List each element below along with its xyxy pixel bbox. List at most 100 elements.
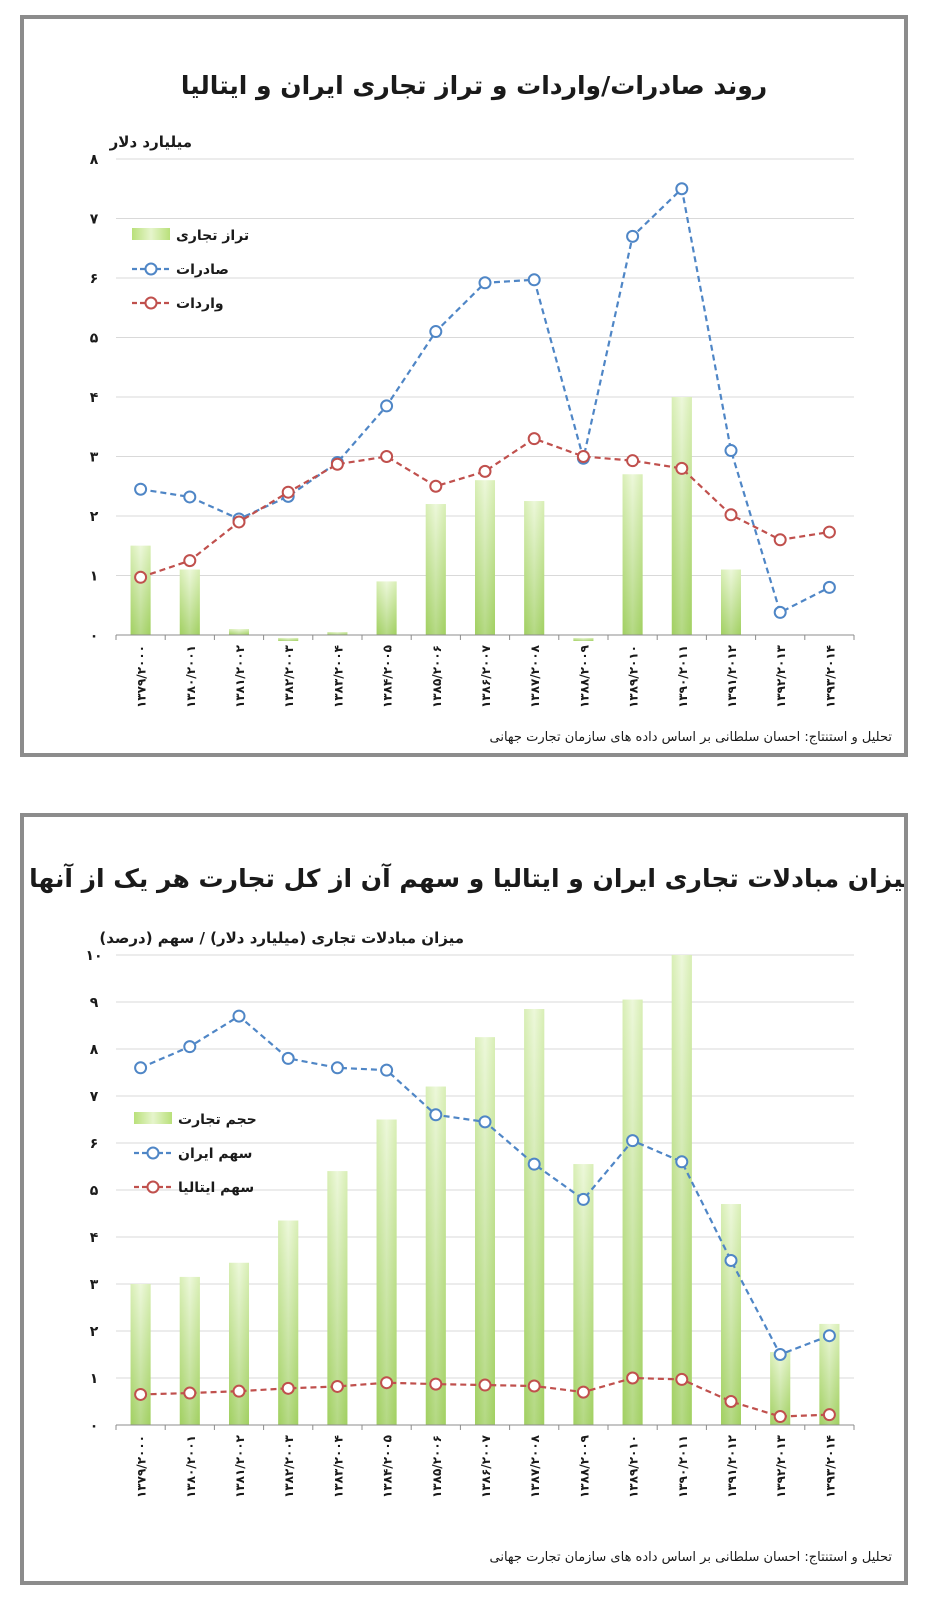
data-point [330,1379,344,1393]
bar [425,504,446,635]
bar [327,632,348,635]
y-tick-label: ۱ [90,569,99,585]
y-tick-label: ۶ [90,1136,99,1152]
data-point [330,457,344,471]
data-point [576,450,590,463]
legend-label: تراز تجاری [176,228,249,244]
data-point [183,490,197,504]
data-point [232,1009,246,1023]
x-tick-label: ۱۳۸۴/۲۰۰۵ [381,645,395,708]
bar [622,999,643,1425]
data-point [478,464,492,478]
bar [179,569,200,635]
y-axis-label: میزان مبادلات تجاری (میلیارد دلار) / سهم… [99,929,464,947]
data-point [232,515,246,529]
x-tick-label: ۱۳۸۳/۲۰۰۴ [331,645,345,708]
bar [819,1323,840,1425]
data-point [429,479,443,493]
bar [179,1276,200,1425]
balance-chart-svg: روند صادرات/واردات و تراز تجاری ایران و … [90,71,893,745]
x-tick-label: ۱۳۸۰/۲۰۰۱ [184,645,198,708]
bar [376,581,397,635]
bar [524,1009,545,1425]
data-point [675,182,689,196]
x-tick-label: ۱۳۸۹/۲۰۱۰ [627,645,641,708]
legend-label: سهم ایتالیا [178,1180,254,1196]
chart-panel-balance: روند صادرات/واردات و تراز تجاری ایران و … [20,15,908,757]
data-point [822,1329,836,1343]
data-point [380,1063,394,1077]
y-tick-label: ۱ [90,1371,99,1387]
bar [229,629,249,635]
x-tick-label: ۱۳۸۶/۲۰۰۷ [479,1434,493,1498]
y-tick-label: ۳ [90,1277,99,1293]
bar [425,1086,446,1425]
data-point [527,432,541,446]
x-tick-label: ۱۳۷۹/۲۰۰۰ [135,1435,149,1498]
x-tick-label: ۱۳۸۱/۲۰۰۲ [233,1434,247,1498]
data-point [281,1051,295,1065]
legend-swatch-bar [134,1112,172,1124]
data-point [183,1386,197,1400]
data-point [773,1410,787,1424]
legend-marker [144,296,158,310]
legend-swatch-bar [132,228,170,240]
data-point [478,276,492,290]
data-point [429,1377,443,1391]
bar [573,637,594,641]
x-tick-label: ۱۳۸۵/۲۰۰۶ [430,645,444,708]
x-tick-label: ۱۳۹۱/۲۰۱۲ [725,1434,739,1498]
x-tick-label: ۱۳۹۲/۲۰۱۳ [774,644,788,708]
data-point [576,1192,590,1206]
x-tick-label: ۱۳۸۳/۲۰۰۴ [331,1435,345,1498]
data-point [675,1372,689,1386]
y-axis-label: میلیارد دلار [109,133,192,151]
data-point [183,1040,197,1054]
x-tick-label: ۱۳۸۴/۲۰۰۵ [381,1435,395,1498]
x-tick-label: ۱۳۷۹/۲۰۰۰ [135,645,149,708]
y-tick-label: ۵ [90,331,99,347]
bar [327,1171,348,1425]
x-tick-label: ۱۳۸۲/۲۰۰۳ [282,644,296,708]
data-point [380,399,394,413]
bar [278,637,299,641]
legend-marker [146,1180,160,1194]
data-point [773,533,787,547]
x-tick-label: ۱۳۹۰/۲۰۱۱ [676,1435,690,1498]
x-tick-label: ۱۳۸۶/۲۰۰۷ [479,644,493,708]
y-tick-label: ۸ [90,152,99,168]
bar [229,1262,249,1425]
data-point [822,525,836,539]
bar [475,1037,495,1425]
y-tick-label: ۲ [90,509,99,525]
data-point [478,1378,492,1392]
x-tick-label: ۱۳۹۰/۲۰۱۱ [676,645,690,708]
data-point [724,1254,738,1267]
x-tick-label: ۱۳۸۹/۲۰۱۰ [627,1435,641,1498]
bar [770,1352,791,1425]
x-tick-label: ۱۳۹۲/۲۰۱۳ [774,1434,788,1498]
y-tick-label: ۱۰ [85,948,102,964]
y-tick-label: ۲ [90,1324,99,1340]
data-point [183,554,197,568]
y-tick-label: ۳ [90,450,99,466]
chart-title: روند صادرات/واردات و تراز تجاری ایران و … [181,71,767,101]
y-tick-label: ۷ [90,212,99,228]
data-point [134,1387,148,1401]
data-point [527,273,541,287]
data-point [675,461,689,475]
data-point [232,1384,246,1398]
source-note: تحلیل و استنتاج: احسان سلطانی بر اساس دا… [490,730,893,745]
y-tick-label: ۰ [90,628,99,644]
data-point [822,580,836,594]
data-point [429,325,443,339]
y-tick-label: ۶ [90,271,99,287]
data-point [380,1376,394,1390]
y-tick-label: ۹ [90,995,99,1011]
x-tick-label: ۱۳۹۳/۲۰۱۴ [823,645,837,708]
data-point [773,605,787,619]
bar [721,1204,741,1425]
y-tick-label: ۴ [90,1230,99,1246]
data-point [134,482,148,496]
bar [376,1119,397,1425]
